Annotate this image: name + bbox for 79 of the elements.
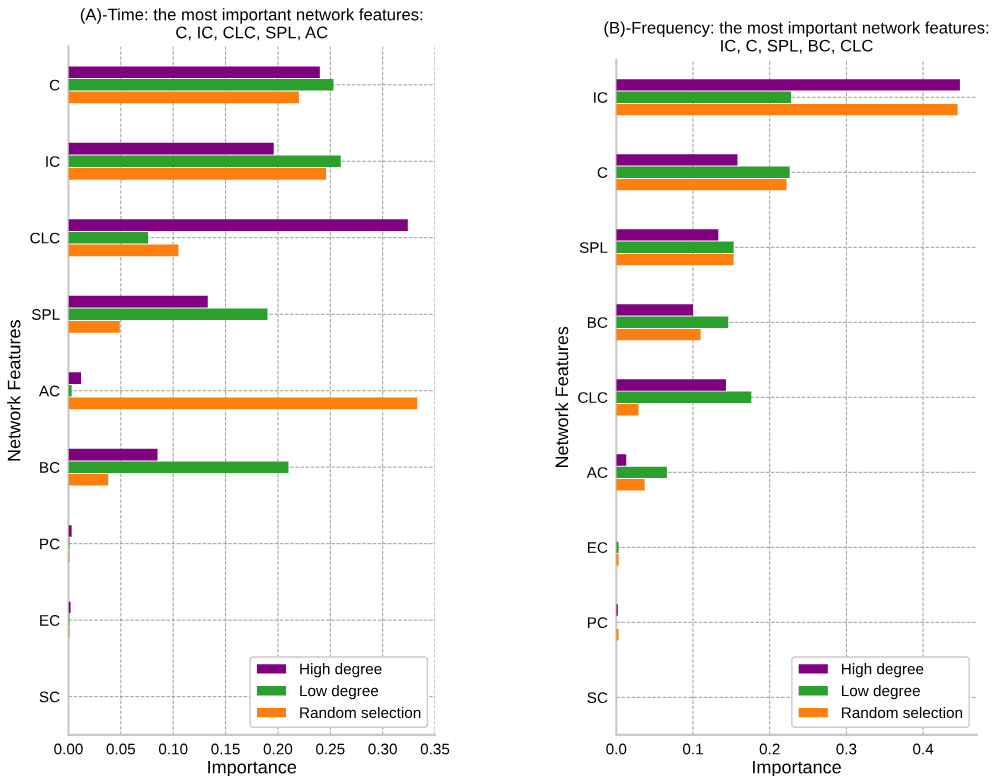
bar — [616, 154, 738, 166]
x-tick-label: 0.3 — [836, 743, 857, 755]
y-tick-label: CLC — [578, 392, 608, 403]
legend-label: High degree — [842, 663, 924, 678]
y-tick-label: BC — [587, 317, 608, 328]
y-tick-label: SC — [39, 691, 60, 703]
bar — [68, 372, 82, 384]
y-tick-label: PC — [587, 617, 608, 629]
x-tick-label: 0.4 — [913, 743, 934, 755]
y-axis-title: Network Features — [7, 320, 21, 461]
y-tick-label: SPL — [579, 242, 608, 253]
bar — [68, 384, 72, 397]
bar — [616, 253, 734, 266]
bar — [616, 91, 792, 103]
y-tick-label: PC — [40, 538, 60, 550]
bar — [68, 66, 320, 78]
bar — [68, 474, 109, 486]
bar — [616, 404, 639, 416]
bar — [68, 461, 289, 473]
bar — [616, 304, 693, 316]
bar — [616, 316, 729, 328]
bar — [616, 466, 667, 479]
bar — [68, 231, 149, 244]
legend-label: Random selection — [300, 706, 421, 719]
x-tick-label: 0.00 — [54, 743, 83, 755]
chart-title: (A)-Time: the most important network features: C, IC, CLC, SPL, AC — [80, 8, 423, 41]
bar — [68, 295, 208, 308]
y-tick-label: CLC — [30, 232, 60, 244]
y-tick-label: C — [49, 79, 60, 91]
bar — [68, 244, 179, 257]
bar — [616, 241, 734, 253]
bar — [68, 142, 274, 155]
bar — [68, 525, 72, 537]
y-tick-label: C — [597, 167, 608, 178]
y-tick-label: IC — [46, 156, 60, 167]
bar — [68, 155, 341, 168]
y-tick-label: EC — [587, 542, 608, 554]
bar — [68, 448, 158, 461]
bar — [616, 379, 726, 391]
bar — [616, 479, 645, 491]
y-axis-title: Network Features — [555, 326, 569, 468]
bar — [616, 454, 627, 466]
y-tick-label: AC — [586, 467, 608, 479]
x-tick-label: 0.2 — [759, 743, 780, 755]
y-tick-label: AC — [38, 385, 60, 397]
y-tick-label: BC — [40, 462, 60, 473]
bar — [68, 601, 71, 614]
bar — [68, 219, 408, 231]
x-tick-label: 0.10 — [158, 743, 188, 755]
x-tick-label: 0.0 — [606, 743, 627, 755]
legend-label: High degree — [300, 663, 382, 678]
x-tick-label: 0.15 — [211, 743, 240, 755]
x-tick-label: 0.05 — [106, 743, 136, 755]
y-tick-label: SC — [587, 692, 608, 704]
bar — [616, 79, 960, 91]
bar — [616, 391, 752, 404]
x-tick-label: 0.35 — [420, 743, 450, 755]
x-tick-label: 0.20 — [263, 743, 293, 755]
y-tick-label: SPL — [31, 309, 60, 320]
legend-label: Random selection — [842, 706, 963, 719]
bar — [616, 178, 787, 191]
x-tick-label: 0.1 — [682, 743, 703, 755]
bar — [616, 103, 958, 116]
x-tick-label: 0.30 — [368, 743, 397, 755]
legend-label: Low degree — [842, 685, 920, 700]
bar — [616, 328, 701, 341]
chart-title: (B)-Frequency: the most important network features: IC, C, SPL, BC, CLC — [604, 21, 989, 54]
bar — [616, 229, 719, 241]
bar — [68, 321, 120, 333]
bar — [68, 91, 299, 104]
bar — [616, 166, 790, 178]
bar — [68, 308, 268, 321]
legend-label: Low degree — [300, 685, 379, 700]
y-tick-label: EC — [40, 615, 60, 626]
bar — [68, 78, 334, 91]
y-tick-label: IC — [594, 92, 608, 103]
x-tick-label: 0.25 — [316, 743, 345, 755]
bar — [68, 168, 327, 180]
bar — [68, 397, 418, 410]
